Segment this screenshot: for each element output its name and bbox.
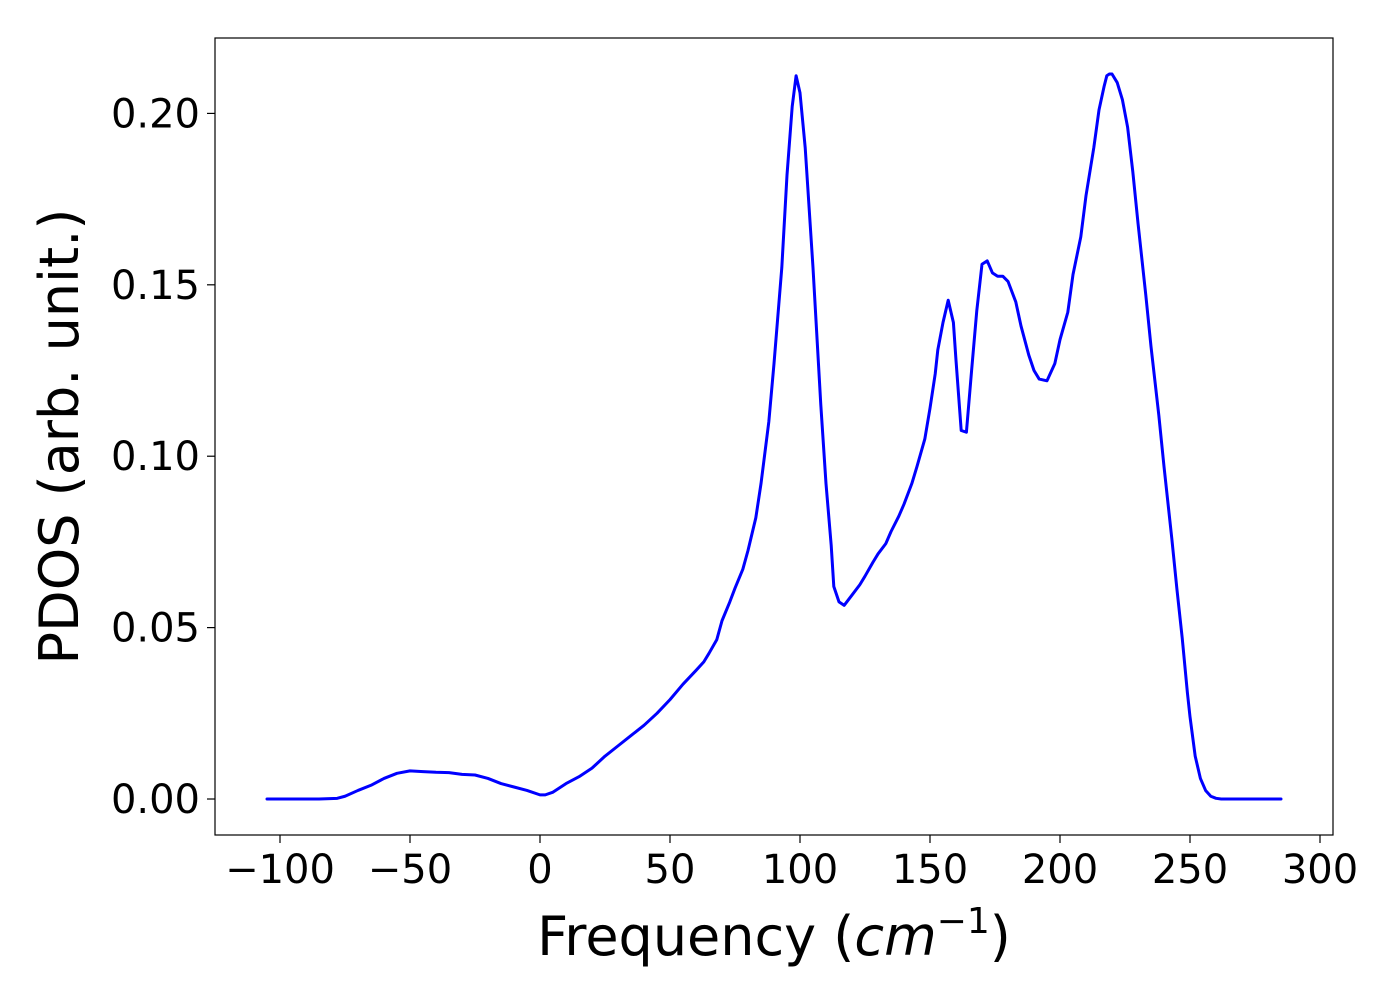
x-tick-label: −50 <box>368 847 452 893</box>
y-tick-label: 0.10 <box>111 434 200 480</box>
x-tick-label: 200 <box>1022 847 1098 893</box>
x-axis-ticks: −100 −50 0 50 100 150 200 250 300 <box>225 835 1358 893</box>
y-tick-label: 0.15 <box>111 263 200 309</box>
x-axis-label-text: Frequency ( <box>537 905 854 968</box>
pdos-series-line <box>265 72 1283 801</box>
x-axis-label-unit: cm <box>854 905 936 968</box>
x-tick-label: 0 <box>527 847 552 893</box>
plot-area-frame <box>214 37 1334 836</box>
y-axis-ticks: 0.00 0.05 0.10 0.15 0.20 <box>111 91 215 823</box>
y-tick-label: 0.05 <box>111 606 200 652</box>
x-tick-label: 50 <box>645 847 696 893</box>
y-tick-label: 0.20 <box>111 91 200 137</box>
x-tick-label: 300 <box>1282 847 1358 893</box>
y-tick-label: 0.00 <box>111 777 200 823</box>
x-tick-label: 250 <box>1152 847 1228 893</box>
x-tick-label: −100 <box>225 847 335 893</box>
x-axis-label-exponent: −1 <box>937 901 990 942</box>
x-axis-label: Frequency (cm−1) <box>537 901 1011 968</box>
x-tick-label: 150 <box>892 847 968 893</box>
x-axis-label-close: ) <box>990 905 1011 968</box>
x-tick-label: 100 <box>762 847 838 893</box>
y-axis-label: PDOS (arb. unit.) <box>28 209 91 665</box>
